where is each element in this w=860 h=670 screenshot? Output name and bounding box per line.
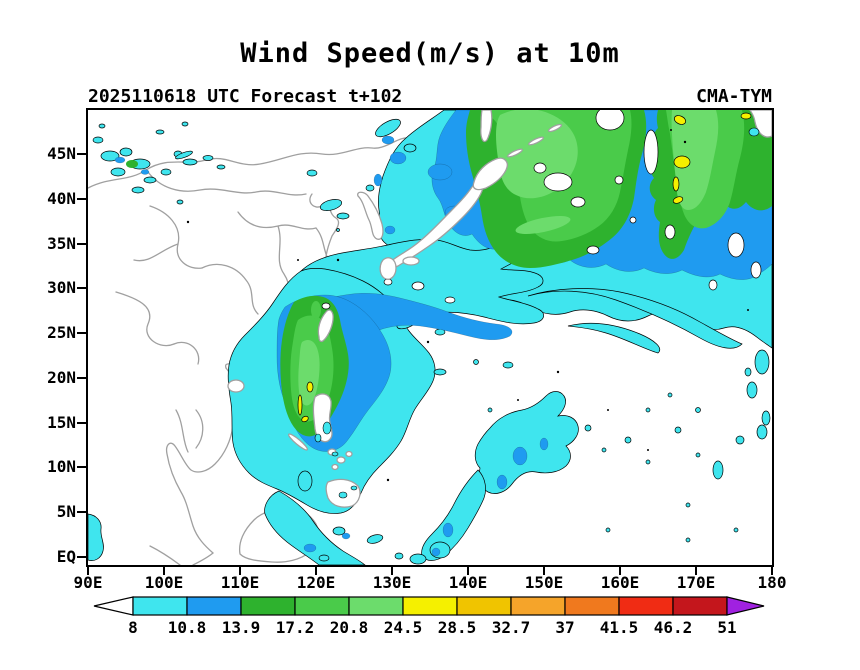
colorbar-cell: [402, 596, 458, 616]
lon-tick: [695, 566, 697, 575]
map-plot-area: [86, 108, 774, 567]
lat-tick: [77, 556, 86, 558]
lon-tick: [315, 566, 317, 575]
lon-tick: [87, 566, 89, 575]
lat-tick-label: 15N: [47, 412, 76, 432]
lat-tick-label: 20N: [47, 367, 76, 387]
lon-tick: [467, 566, 469, 575]
contour-specks: [186, 129, 749, 482]
korea-peninsula: [357, 191, 384, 240]
colorbar-cell: [618, 596, 674, 616]
lon-tick-label: 150E: [524, 573, 564, 592]
lat-tick-label: 35N: [47, 233, 76, 253]
lon-tick: [543, 566, 545, 575]
page-title: Wind Speed(m/s) at 10m: [240, 38, 620, 69]
lon-tick-label: 140E: [448, 573, 488, 592]
map-canvas: [88, 110, 772, 565]
lon-tick-label: 110E: [220, 573, 260, 592]
yellow-sea-patch: [319, 199, 343, 211]
lat-tick-label: 45N: [47, 143, 76, 163]
colorbar-cell: [294, 596, 350, 616]
colorbar-level-label: 10.8: [167, 618, 207, 637]
shikoku-island: [402, 256, 420, 266]
lat-tick-label: 5N: [56, 502, 76, 522]
lat-tick-label: 30N: [47, 278, 76, 298]
lat-tick: [77, 511, 86, 514]
colorbar-level-label: 32.7: [491, 618, 531, 637]
colorbar-above-arrow: [726, 596, 765, 616]
colorbar-cell: [348, 596, 404, 616]
lon-tick: [239, 566, 241, 575]
colorbar-level-label: 13.9: [221, 618, 261, 637]
lon-tick-label: 100E: [144, 573, 184, 592]
colorbar-cell: [132, 596, 188, 616]
storm-fringe-streak: [527, 288, 743, 349]
kyushu-island: [379, 257, 397, 280]
colorbar-cell: [240, 596, 296, 616]
calm-holes: [321, 110, 762, 310]
south-china-sea-extension: [264, 490, 366, 565]
colorbar-level-label: 46.2: [653, 618, 693, 637]
colorbar-cell: [456, 596, 512, 616]
lat-tick: [77, 152, 86, 155]
colorbar-level-label: 8: [128, 618, 138, 637]
lon-tick-label: 160E: [600, 573, 640, 592]
lon-tick-label: 90E: [73, 573, 103, 592]
lat-tick: [77, 466, 86, 469]
wind-bits-over-land: [314, 127, 760, 499]
colorbar-level-label: 24.5: [383, 618, 423, 637]
lon-tick: [619, 566, 621, 575]
wind-field-yellow: [297, 112, 752, 423]
model-name-label: CMA-TYM: [696, 86, 772, 107]
colorbar-level-label: 28.5: [437, 618, 477, 637]
lon-tick: [163, 566, 165, 575]
lat-tick: [77, 421, 86, 424]
nw-china-patches: [92, 121, 226, 205]
palawan-island: [288, 433, 308, 451]
lat-tick: [77, 197, 86, 200]
hokkaido-island: [472, 157, 508, 191]
lon-tick: [771, 566, 773, 575]
lat-tick: [77, 376, 86, 379]
lon-tick: [391, 566, 393, 575]
kamchatka-tip: [749, 110, 772, 138]
lat-tick: [77, 242, 86, 245]
sakhalin-island: [480, 110, 493, 143]
lat-tick-label: 40N: [47, 188, 76, 208]
colorbar-cell: [564, 596, 620, 616]
lat-tick: [77, 332, 86, 335]
lon-tick-label: 120E: [296, 573, 336, 592]
lat-tick-label: 10N: [47, 457, 76, 477]
hainan-island: [227, 379, 245, 393]
colorbar-cell: [672, 596, 728, 616]
colorbar: [93, 596, 765, 616]
bay-of-bengal-patch: [88, 513, 104, 561]
colorbar-cell: [186, 596, 242, 616]
colorbar-level-label: 37: [555, 618, 575, 637]
colorbar-level-label: 41.5: [599, 618, 639, 637]
colorbar-cell: [510, 596, 566, 616]
caroline-patch: [474, 391, 579, 494]
colorbar-level-label: 17.2: [275, 618, 315, 637]
lat-tick-label: 25N: [47, 323, 76, 343]
lon-tick-label: 180: [757, 573, 787, 592]
colorbar-below-arrow: [93, 596, 134, 616]
colorbar-level-label: 51: [717, 618, 737, 637]
forecast-init-label: 2025110618 UTC Forecast t+102: [88, 86, 403, 107]
lat-tick-label: EQ: [56, 547, 76, 566]
lon-tick-label: 130E: [372, 573, 412, 592]
lon-tick-label: 170E: [676, 573, 716, 592]
lat-tick: [77, 287, 86, 290]
kuril-islands: [507, 148, 523, 158]
colorbar-level-label: 20.8: [329, 618, 369, 637]
taiwan-island: [317, 309, 334, 343]
